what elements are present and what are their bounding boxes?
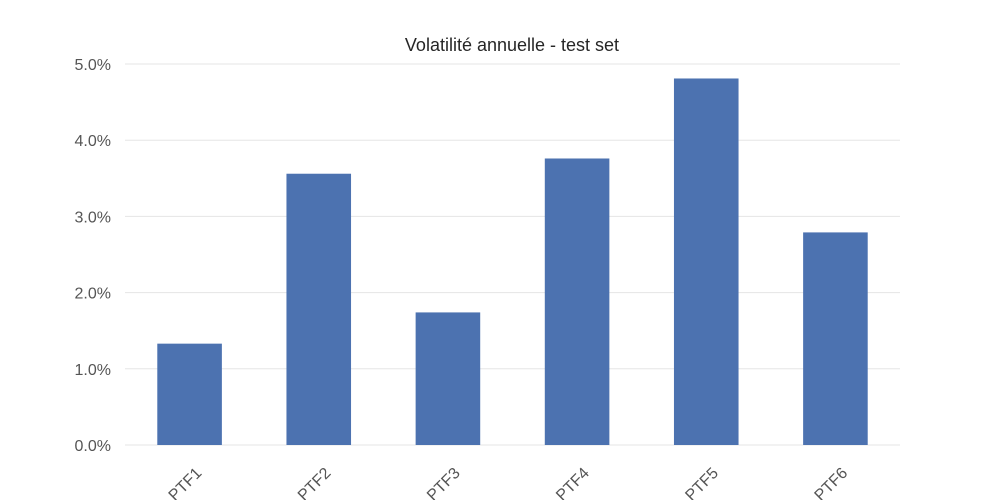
y-tick-label: 1.0% — [75, 362, 111, 379]
bars — [157, 78, 868, 445]
y-tick-label: 5.0% — [75, 57, 111, 74]
x-tick-label: PTF1 — [166, 465, 206, 500]
y-tick-label: 4.0% — [75, 133, 111, 150]
x-tick-label: PTF4 — [553, 465, 593, 500]
chart-title: Volatilité annuelle - test set — [405, 35, 619, 55]
y-tick-label: 3.0% — [75, 209, 111, 226]
x-tick-label: PTF2 — [295, 465, 335, 500]
x-tick-label: PTF6 — [812, 465, 852, 500]
bar-ptf3 — [415, 312, 481, 445]
x-axis: PTF1 PTF2 PTF3 PTF4 PTF5 PTF6 — [166, 465, 852, 500]
y-tick-label: 0.0% — [75, 438, 111, 455]
bar-ptf5 — [673, 78, 739, 445]
y-tick-label: 2.0% — [75, 286, 111, 303]
x-tick-label: PTF5 — [682, 465, 722, 500]
y-axis: 0.0% 1.0% 2.0% 3.0% 4.0% 5.0% — [75, 57, 111, 455]
bar-ptf4 — [544, 158, 610, 445]
bar-ptf2 — [286, 173, 352, 445]
bar-ptf1 — [157, 343, 222, 445]
x-tick-label: PTF3 — [424, 465, 464, 500]
grid-lines — [125, 63, 900, 446]
bar-ptf6 — [803, 232, 868, 445]
